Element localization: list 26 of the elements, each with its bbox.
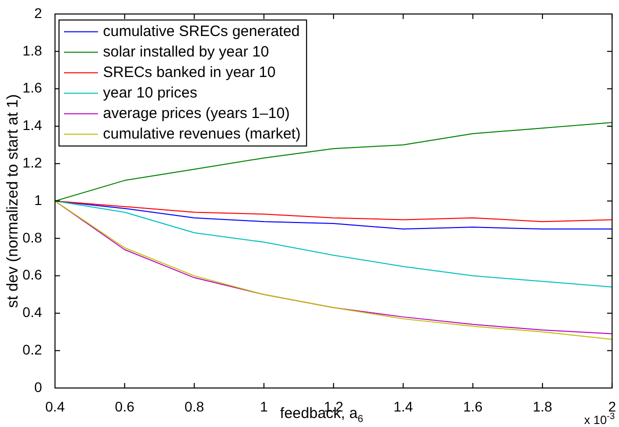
legend-label: cumulative SRECs generated [103, 22, 300, 40]
text: x 10$^{-3}$ [584, 411, 615, 427]
legend-label: cumulative revenues (market) [103, 125, 301, 142]
y-tick-label: 0.8 [22, 229, 42, 246]
x-tick-label: 0.8 [184, 398, 204, 414]
x-tick-label: 1 [260, 398, 268, 414]
legend-label: average prices (years 1–10) [103, 104, 290, 122]
legend-label: solar installed by year 10 [103, 43, 269, 60]
y-tick-label: 0.6 [22, 266, 42, 283]
y-tick-label: 1.6 [22, 80, 42, 96]
y-tick-label: 1.2 [22, 154, 42, 170]
y-tick-label: 0.2 [22, 341, 42, 358]
y-tick-label: 0 [34, 378, 42, 395]
legend-label: SRECs banked in year 10 [103, 64, 276, 81]
y-axis-title: st dev (normalized to start at 1) [4, 94, 22, 308]
x-tick-label: 0.4 [45, 398, 65, 414]
x-tick-label: 1.4 [393, 398, 414, 414]
x-tick-label: 1.6 [463, 398, 483, 414]
y-tick-label: 1 [34, 192, 42, 208]
y-tick-label: 1.8 [22, 42, 42, 58]
x-tick-label: 0.6 [114, 398, 135, 414]
y-tick-label: 1.4 [22, 117, 42, 134]
legend-label: year 10 prices [103, 84, 198, 102]
y-tick-label: 0.4 [22, 304, 42, 320]
x-tick-label: 1.8 [532, 398, 552, 414]
y-tick-label: 2 [34, 4, 42, 21]
